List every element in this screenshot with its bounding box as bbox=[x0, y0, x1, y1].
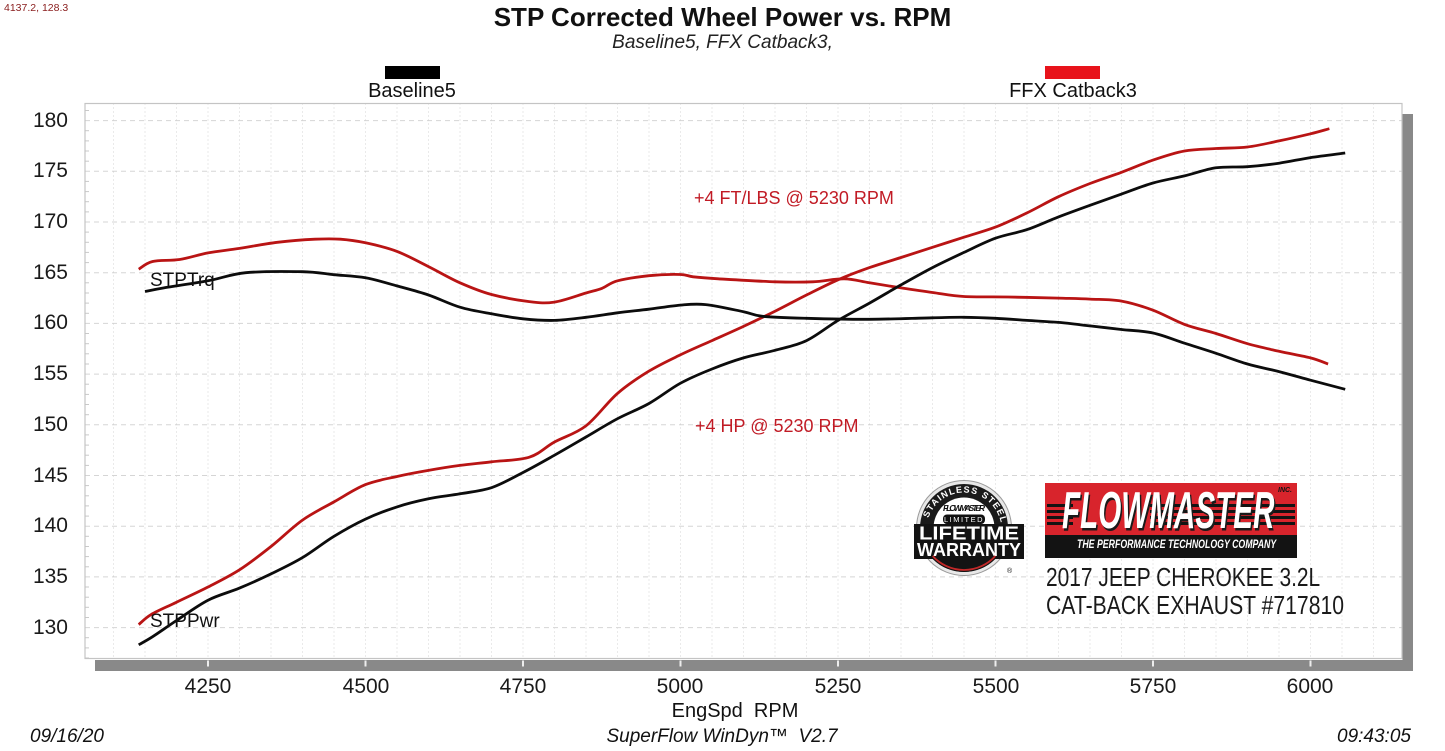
svg-text:®: ® bbox=[1007, 567, 1013, 575]
svg-text:WARRANTY: WARRANTY bbox=[917, 540, 1021, 560]
svg-text:LIFETIME: LIFETIME bbox=[919, 524, 1019, 544]
svg-text:FLOWMASTER: FLOWMASTER bbox=[943, 503, 986, 513]
svg-text:LIMITED: LIMITED bbox=[944, 515, 984, 524]
